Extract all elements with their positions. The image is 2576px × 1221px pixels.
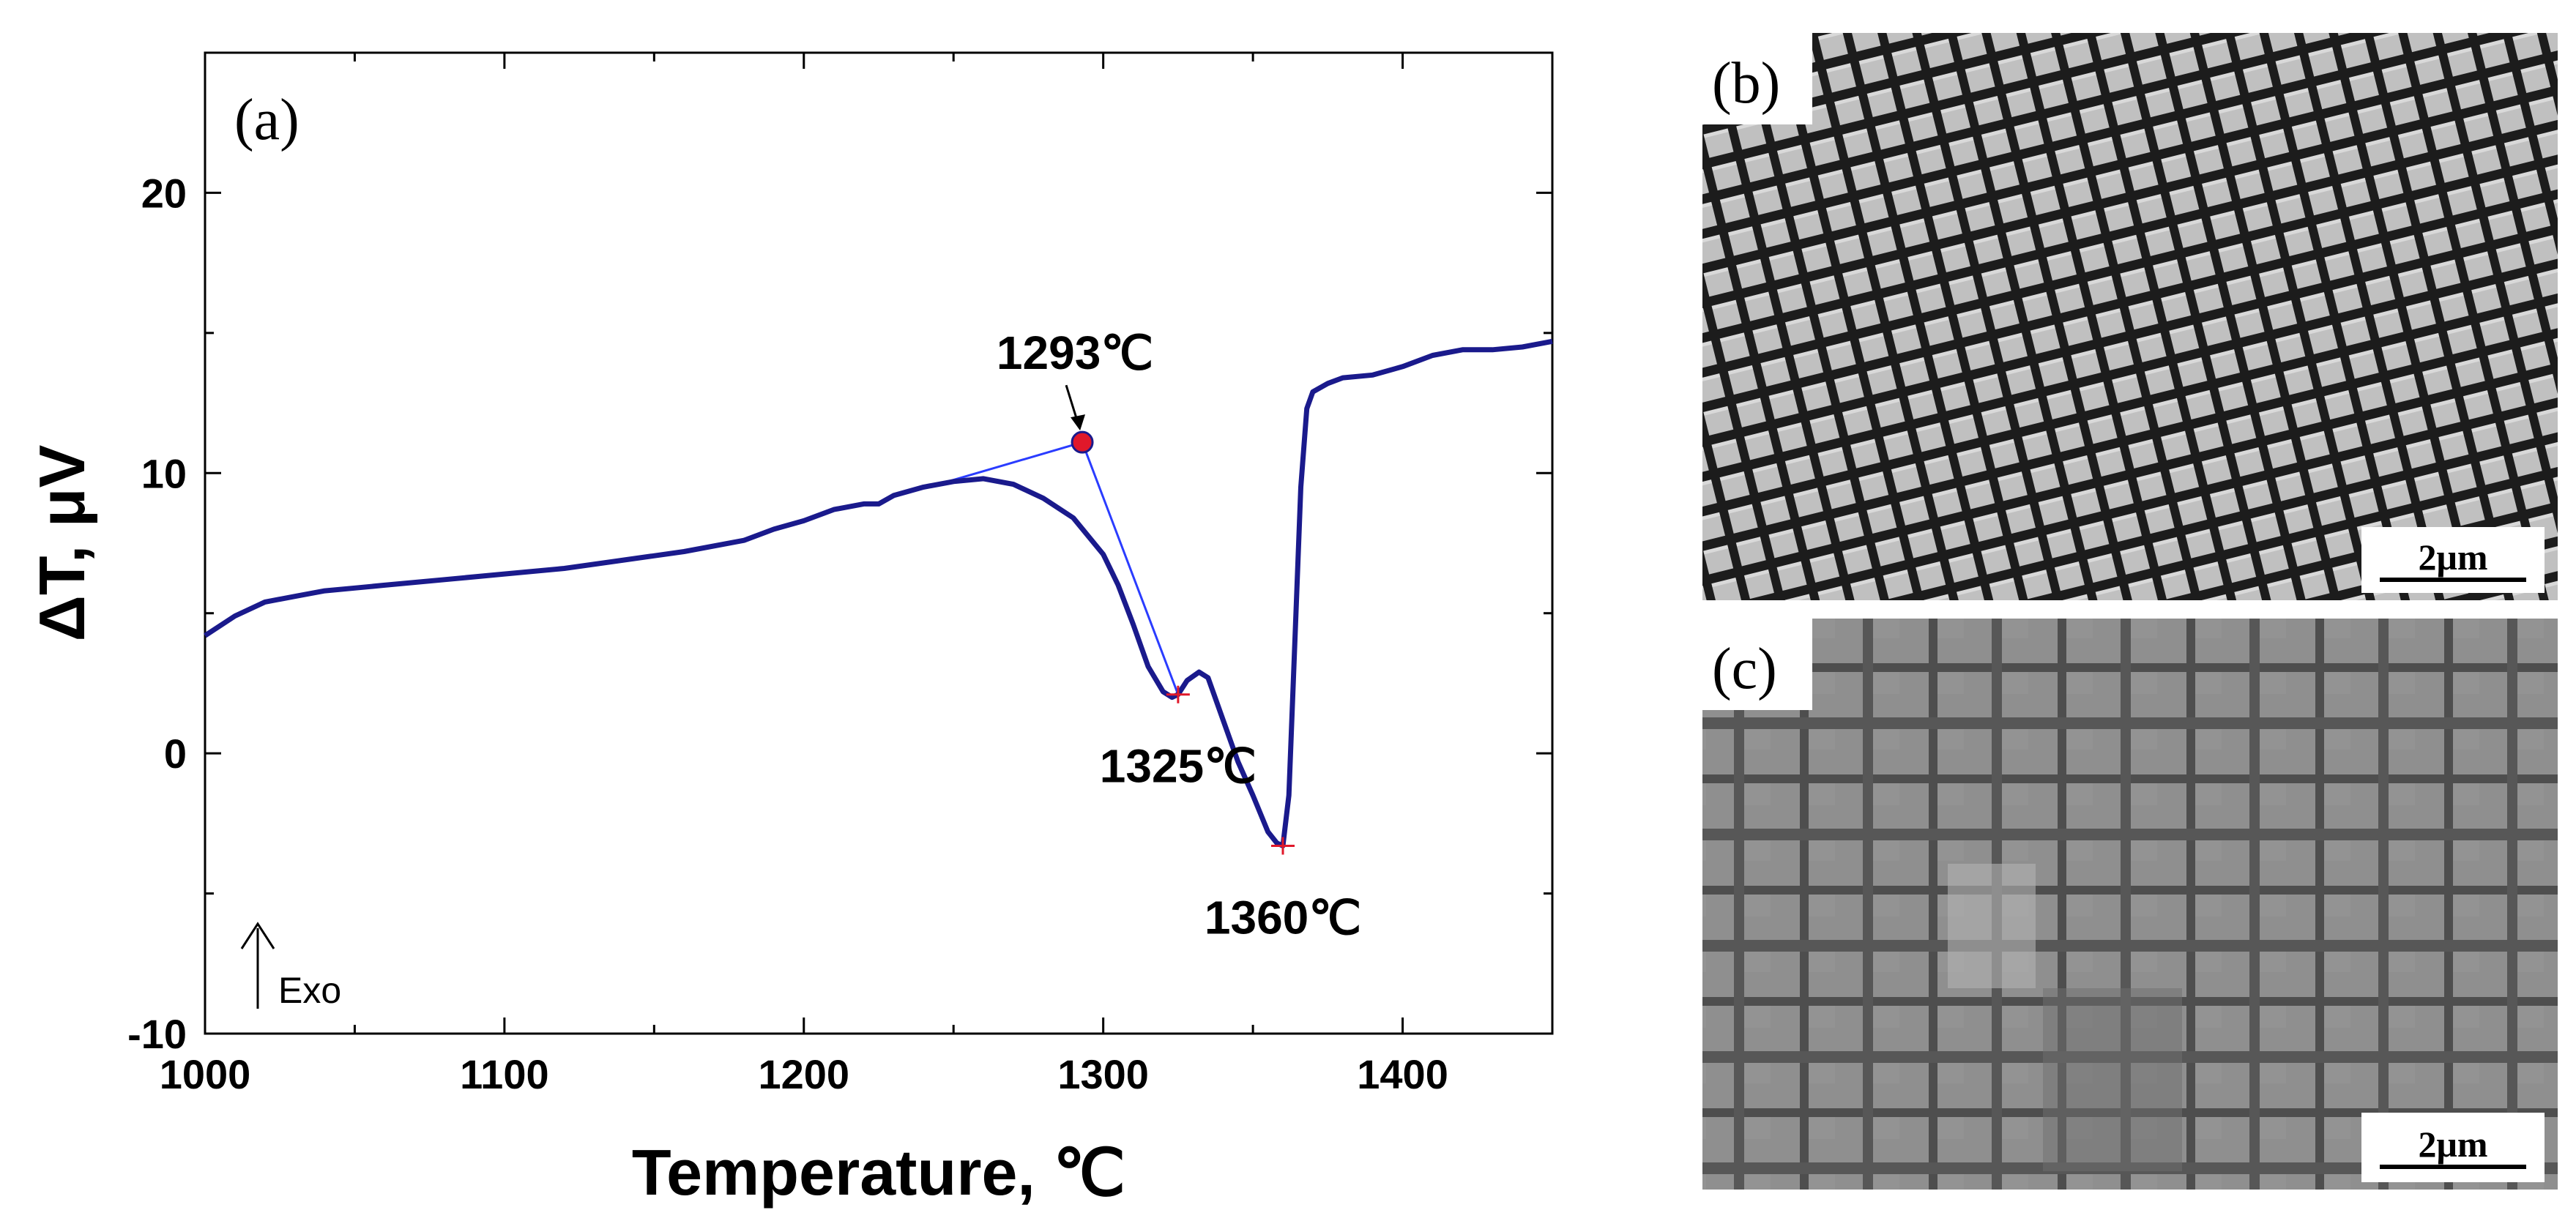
tangent-line: [1081, 441, 1180, 695]
dta-series: [204, 338, 1553, 848]
peak-label: 1360℃: [1205, 891, 1361, 944]
x-axis-label: Temperature, ℃: [632, 1136, 1125, 1209]
micrograph-b: (b) 2μm: [1702, 33, 2558, 600]
peak-label: 1325℃: [1100, 740, 1257, 793]
panel-label-c-bg: [1702, 619, 1812, 710]
scale-bar-label-b: 2μm: [2419, 537, 2488, 578]
tangent-line: [938, 441, 1083, 486]
y-tick-label: 0: [164, 731, 187, 777]
x-tick-label: 1100: [460, 1051, 549, 1097]
y-tick-label: 20: [141, 170, 187, 216]
peak-label: 1293℃: [997, 326, 1153, 379]
x-tick-label: 1300: [1057, 1051, 1149, 1097]
dta-curve-line: [204, 338, 1553, 848]
tangent-lines: [938, 441, 1180, 695]
y-tick-label: -10: [127, 1011, 187, 1057]
y-axis-label: ΔT, μV: [26, 444, 98, 641]
exo-arrow-icon: [240, 922, 275, 1009]
panel-label-c: (c): [1712, 637, 1777, 701]
x-tick-label: 1000: [160, 1051, 251, 1097]
min-marker: [1166, 685, 1190, 703]
x-tick-label: 1200: [758, 1051, 849, 1097]
exo-label: Exo: [278, 970, 341, 1011]
plot-frame: [204, 51, 1554, 1035]
min-marker: [1271, 837, 1295, 855]
panel-label-b-bg: [1702, 33, 1812, 124]
x-tick-label: 1400: [1357, 1051, 1448, 1097]
onset-marker: [1071, 430, 1094, 454]
panel-label-a: (a): [234, 88, 299, 152]
scale-bar-label-c: 2μm: [2419, 1124, 2488, 1165]
scale-bar-box-c: [2361, 1113, 2545, 1182]
axis-ticks: 1000 1100 1200 1300 1400 -10 0 10 20: [127, 53, 1552, 1097]
panel-label-b: (b): [1712, 51, 1780, 116]
peak-markers: 1293℃ 1325℃ 1360℃: [997, 326, 1361, 944]
y-tick-label: 10: [141, 450, 187, 496]
onset-arrow-head: [1071, 414, 1086, 431]
micrograph-c: (c) 2μm: [1702, 619, 2558, 1190]
